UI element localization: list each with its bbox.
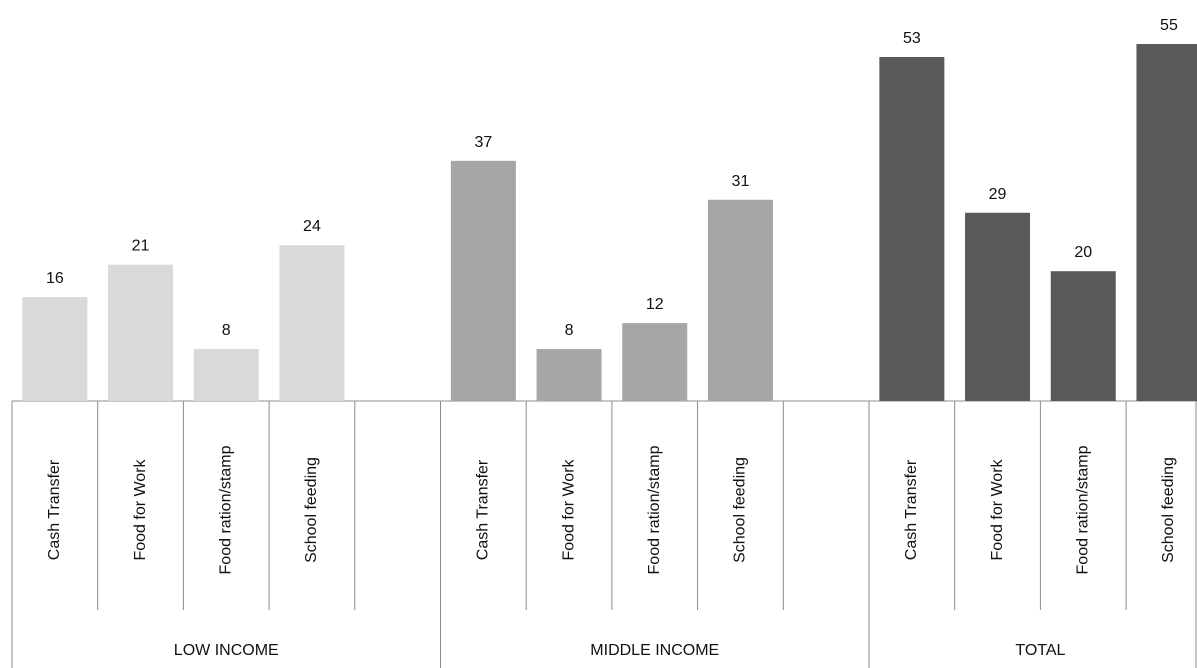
data-label: 53 bbox=[903, 30, 921, 47]
category-tick-label: Cash Transfer bbox=[903, 459, 920, 560]
category-tick-label: Food for Work bbox=[989, 458, 1006, 560]
category-tick-label: Food for Work bbox=[560, 458, 577, 560]
data-label: 20 bbox=[1074, 244, 1092, 261]
data-label: 37 bbox=[474, 134, 492, 151]
data-label: 16 bbox=[46, 270, 64, 287]
category-tick-label: Food ration/stamp bbox=[1074, 445, 1091, 574]
group-label: MIDDLE INCOME bbox=[590, 642, 719, 659]
data-label: 31 bbox=[732, 173, 750, 190]
group-label: TOTAL bbox=[1015, 642, 1065, 659]
category-tick-label: School feeding bbox=[1160, 457, 1177, 563]
bar-middle-income-0 bbox=[450, 160, 516, 401]
data-label: 24 bbox=[303, 218, 321, 235]
data-label: 8 bbox=[222, 322, 231, 339]
bar-total-3 bbox=[1136, 44, 1197, 401]
category-tick-label: School feeding bbox=[303, 457, 320, 563]
bar-low-income-2 bbox=[193, 349, 259, 401]
bar-middle-income-3 bbox=[707, 199, 773, 401]
bar-low-income-1 bbox=[108, 264, 174, 401]
category-tick-label: Cash Transfer bbox=[46, 459, 63, 560]
data-label: 55 bbox=[1160, 17, 1178, 34]
data-label: 8 bbox=[565, 322, 574, 339]
category-tick-label: Food ration/stamp bbox=[217, 445, 234, 574]
category-tick-label: Food for Work bbox=[132, 458, 149, 560]
bar-low-income-3 bbox=[279, 245, 345, 401]
bar-middle-income-1 bbox=[536, 349, 602, 401]
data-label: 29 bbox=[989, 186, 1007, 203]
bar-total-2 bbox=[1050, 271, 1116, 401]
bar-middle-income-2 bbox=[622, 323, 688, 401]
data-label: 12 bbox=[646, 296, 664, 313]
bar-total-0 bbox=[879, 56, 945, 402]
category-tick-label: School feeding bbox=[732, 457, 749, 563]
category-tick-label: Food ration/stamp bbox=[646, 445, 663, 574]
group-label: LOW INCOME bbox=[174, 642, 279, 659]
bar-low-income-0 bbox=[22, 297, 88, 401]
data-label: 21 bbox=[132, 238, 150, 255]
bar-total-1 bbox=[965, 212, 1031, 401]
category-tick-label: Cash Transfer bbox=[475, 459, 492, 560]
